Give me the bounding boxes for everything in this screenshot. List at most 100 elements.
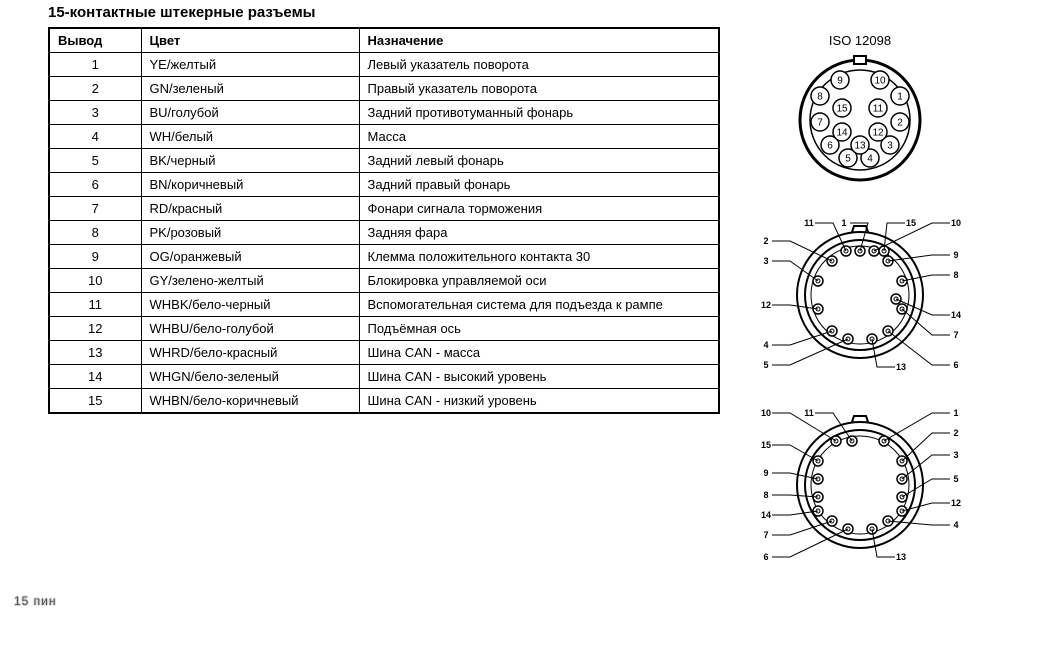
col-header: Цвет [141,28,359,53]
pin-color: BK/черный [141,149,359,173]
pin-function: Шина CAN - масса [359,341,719,365]
pin-color: WHBK/бело-черный [141,293,359,317]
pin-number: 11 [49,293,141,317]
svg-text:11: 11 [804,218,814,228]
svg-text:12: 12 [872,128,884,139]
pin-function: Задний правый фонарь [359,173,719,197]
table-row: 2GN/зеленыйПравый указатель поворота [49,77,719,101]
pin-number: 15 [49,389,141,414]
pin-color: WHBU/бело-голубой [141,317,359,341]
svg-text:6: 6 [953,360,958,370]
svg-text:2: 2 [763,236,768,246]
svg-text:5: 5 [845,154,851,165]
footer-caption: 15 пин [14,594,1034,608]
table-row: 15WHBN/бело-коричневыйШина CAN - низкий … [49,389,719,414]
svg-text:13: 13 [896,362,906,372]
pin-function: Шина CAN - высокий уровень [359,365,719,389]
pin-function: Подъёмная ось [359,317,719,341]
svg-text:9: 9 [837,76,843,87]
pin-color: OG/оранжевый [141,245,359,269]
pin-function: Задняя фара [359,221,719,245]
pin-color: WHGN/бело-зеленый [141,365,359,389]
pin-color: GY/зелено-желтый [141,269,359,293]
table-row: 14WHGN/бело-зеленыйШина CAN - высокий ур… [49,365,719,389]
svg-text:13: 13 [854,141,866,152]
pin-number: 10 [49,269,141,293]
pin-number: 3 [49,101,141,125]
pin-number: 4 [49,125,141,149]
table-row: 1YE/желтыйЛевый указатель поворота [49,53,719,77]
table-row: 6BN/коричневыйЗадний правый фонарь [49,173,719,197]
svg-text:13: 13 [896,552,906,562]
svg-text:12: 12 [761,300,771,310]
svg-text:5: 5 [763,360,768,370]
pin-function: Блокировка управляемой оси [359,269,719,293]
svg-text:6: 6 [827,141,833,152]
table-row: 11WHBK/бело-черныйВспомогательная систем… [49,293,719,317]
pin-color: BN/коричневый [141,173,359,197]
svg-text:5: 5 [953,474,958,484]
pin-color: WH/белый [141,125,359,149]
svg-text:2: 2 [953,428,958,438]
svg-text:9: 9 [953,250,958,260]
svg-text:10: 10 [951,218,961,228]
pin-color: YE/желтый [141,53,359,77]
pin-number: 9 [49,245,141,269]
table-row: 3BU/голубойЗадний противотуманный фонарь [49,101,719,125]
svg-text:14: 14 [761,510,771,520]
svg-text:4: 4 [763,340,768,350]
table-row: 12WHBU/бело-голубойПодъёмная ось [49,317,719,341]
page-title: 15-контактные штекерные разъемы [48,4,1034,21]
diagram-iso-label: ISO 12098 [785,33,935,48]
svg-text:3: 3 [953,450,958,460]
svg-text:10: 10 [761,408,771,418]
table-row: 10GY/зелено-желтыйБлокировка управляемой… [49,269,719,293]
svg-text:11: 11 [804,408,814,418]
pin-function: Шина CAN - низкий уровень [359,389,719,414]
svg-text:1: 1 [953,408,958,418]
pin-color: BU/голубой [141,101,359,125]
svg-text:14: 14 [836,128,848,139]
svg-text:3: 3 [887,141,893,152]
svg-text:7: 7 [763,530,768,540]
pin-function: Задний противотуманный фонарь [359,101,719,125]
pin-function: Клемма положительного контакта 30 [359,245,719,269]
svg-text:4: 4 [953,520,958,530]
svg-text:8: 8 [763,490,768,500]
pin-number: 7 [49,197,141,221]
svg-text:9: 9 [763,468,768,478]
svg-text:4: 4 [867,154,873,165]
pin-function: Масса [359,125,719,149]
pin-function: Задний левый фонарь [359,149,719,173]
pin-table: ВыводЦветНазначение 1YE/желтыйЛевый указ… [48,27,720,414]
svg-text:2: 2 [897,118,903,129]
table-row: 7RD/красныйФонари сигнала торможения [49,197,719,221]
svg-text:10: 10 [874,76,886,87]
col-header: Вывод [49,28,141,53]
diagram-rear: 123456789101112131415 [750,400,970,570]
svg-text:1: 1 [897,92,903,103]
table-row: 5BK/черныйЗадний левый фонарь [49,149,719,173]
pin-color: RD/красный [141,197,359,221]
pin-color: GN/зеленый [141,77,359,101]
svg-text:8: 8 [953,270,958,280]
pin-number: 8 [49,221,141,245]
pin-function: Правый указатель поворота [359,77,719,101]
svg-text:11: 11 [873,104,884,115]
pin-function: Вспомогательная система для подъезда к р… [359,293,719,317]
pin-number: 1 [49,53,141,77]
svg-text:7: 7 [817,118,823,129]
svg-text:3: 3 [763,256,768,266]
pin-number: 6 [49,173,141,197]
svg-text:8: 8 [817,92,823,103]
table-row: 8PK/розовыйЗадняя фара [49,221,719,245]
pin-number: 12 [49,317,141,341]
svg-text:6: 6 [763,552,768,562]
svg-text:1: 1 [841,218,846,228]
table-row: 13WHRD/бело-красныйШина CAN - масса [49,341,719,365]
pin-number: 2 [49,77,141,101]
pin-number: 13 [49,341,141,365]
diagram-front: 123456789101112131415 [750,210,970,380]
svg-text:15: 15 [761,440,771,450]
pin-number: 14 [49,365,141,389]
